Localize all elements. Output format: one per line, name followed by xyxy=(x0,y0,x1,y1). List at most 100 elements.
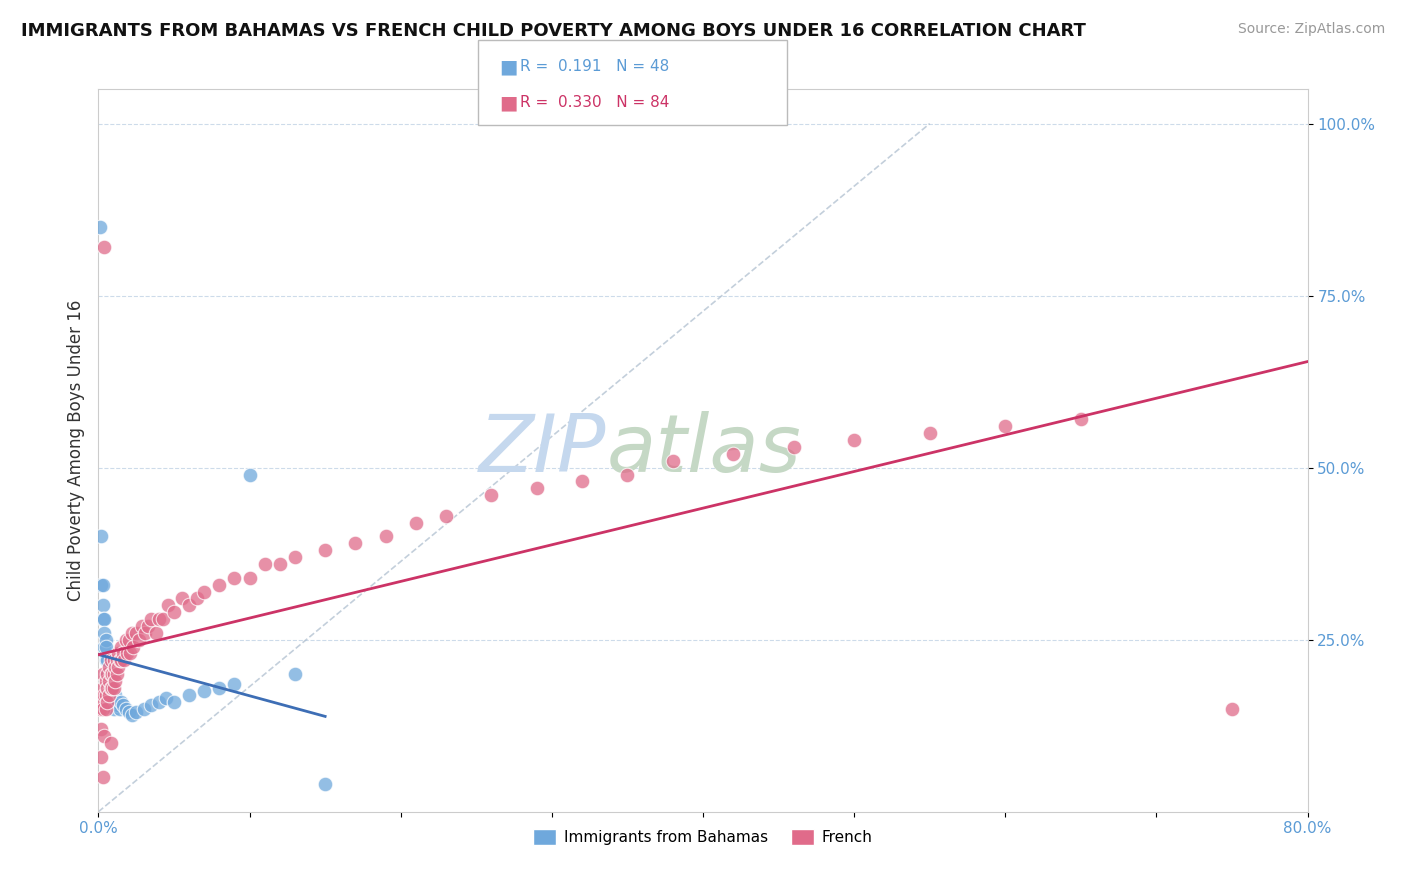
Point xyxy=(101,667,124,681)
Point xyxy=(844,433,866,447)
Point xyxy=(148,695,170,709)
Point xyxy=(101,681,124,695)
Point xyxy=(91,577,114,591)
Point xyxy=(128,632,150,647)
Point xyxy=(107,660,129,674)
Point xyxy=(163,605,186,619)
Point xyxy=(616,467,638,482)
Point xyxy=(89,701,111,715)
Y-axis label: Child Poverty Among Boys Under 16: Child Poverty Among Boys Under 16 xyxy=(66,300,84,601)
Point xyxy=(96,681,118,695)
Point xyxy=(405,516,427,530)
Text: R =  0.330   N = 84: R = 0.330 N = 84 xyxy=(520,95,669,110)
Point xyxy=(103,667,125,681)
Point xyxy=(94,673,117,688)
Point xyxy=(284,550,307,565)
Point xyxy=(122,640,145,654)
Point xyxy=(90,529,112,543)
Point xyxy=(105,695,128,709)
Point xyxy=(208,681,231,695)
Point xyxy=(108,653,131,667)
Point xyxy=(208,577,231,591)
Point xyxy=(111,647,134,661)
Text: R =  0.191   N = 48: R = 0.191 N = 48 xyxy=(520,60,669,74)
Point xyxy=(94,632,117,647)
Point xyxy=(96,681,118,695)
Point xyxy=(112,653,135,667)
Point xyxy=(224,677,246,691)
Point xyxy=(314,777,336,791)
Point xyxy=(98,660,121,674)
Point xyxy=(193,684,215,698)
Point xyxy=(89,219,111,234)
Point xyxy=(105,653,128,667)
Point xyxy=(132,701,155,715)
Point xyxy=(661,454,683,468)
Point xyxy=(156,599,179,613)
Point xyxy=(344,536,367,550)
Point xyxy=(94,667,117,681)
Point xyxy=(526,481,548,495)
Point xyxy=(918,426,941,441)
Point xyxy=(110,695,132,709)
Point xyxy=(98,681,121,695)
Point xyxy=(91,681,114,695)
Point xyxy=(141,612,163,626)
Point xyxy=(90,695,112,709)
Point xyxy=(118,632,141,647)
Point xyxy=(121,625,143,640)
Point xyxy=(118,705,141,719)
Point xyxy=(253,557,276,571)
Point xyxy=(284,667,307,681)
Point xyxy=(103,695,125,709)
Point xyxy=(100,681,122,695)
Point xyxy=(179,688,201,702)
Point xyxy=(125,705,148,719)
Point xyxy=(98,673,121,688)
Point xyxy=(93,625,115,640)
Point xyxy=(91,599,114,613)
Point xyxy=(100,667,122,681)
Point xyxy=(101,688,124,702)
Point xyxy=(224,571,246,585)
Point xyxy=(100,653,122,667)
Point xyxy=(91,667,114,681)
Point xyxy=(108,701,131,715)
Point xyxy=(105,667,128,681)
Point xyxy=(103,701,125,715)
Point xyxy=(96,653,118,667)
Point xyxy=(314,543,336,558)
Point xyxy=(136,619,159,633)
Point xyxy=(91,612,114,626)
Point xyxy=(94,640,117,654)
Point xyxy=(94,701,117,715)
Text: ■: ■ xyxy=(499,93,517,112)
Text: ZIP: ZIP xyxy=(479,411,606,490)
Point xyxy=(104,673,127,688)
Text: Source: ZipAtlas.com: Source: ZipAtlas.com xyxy=(1237,22,1385,37)
Point xyxy=(90,577,112,591)
Point xyxy=(101,695,124,709)
Point xyxy=(571,475,593,489)
Point xyxy=(125,625,148,640)
Point xyxy=(163,695,186,709)
Point xyxy=(94,653,117,667)
Legend: Immigrants from Bahamas, French: Immigrants from Bahamas, French xyxy=(527,822,879,851)
Point xyxy=(96,695,118,709)
Text: IMMIGRANTS FROM BAHAMAS VS FRENCH CHILD POVERTY AMONG BOYS UNDER 16 CORRELATION : IMMIGRANTS FROM BAHAMAS VS FRENCH CHILD … xyxy=(21,22,1085,40)
Point xyxy=(155,691,177,706)
Text: ■: ■ xyxy=(499,57,517,77)
Point xyxy=(193,584,215,599)
Point xyxy=(96,667,118,681)
Point xyxy=(100,688,122,702)
Point xyxy=(783,440,806,454)
Point xyxy=(186,591,208,606)
Point xyxy=(94,688,117,702)
Text: atlas: atlas xyxy=(606,411,801,490)
Point xyxy=(114,701,136,715)
Point xyxy=(90,749,112,764)
Point xyxy=(114,632,136,647)
Point xyxy=(96,667,118,681)
Point xyxy=(723,447,745,461)
Point xyxy=(152,612,174,626)
